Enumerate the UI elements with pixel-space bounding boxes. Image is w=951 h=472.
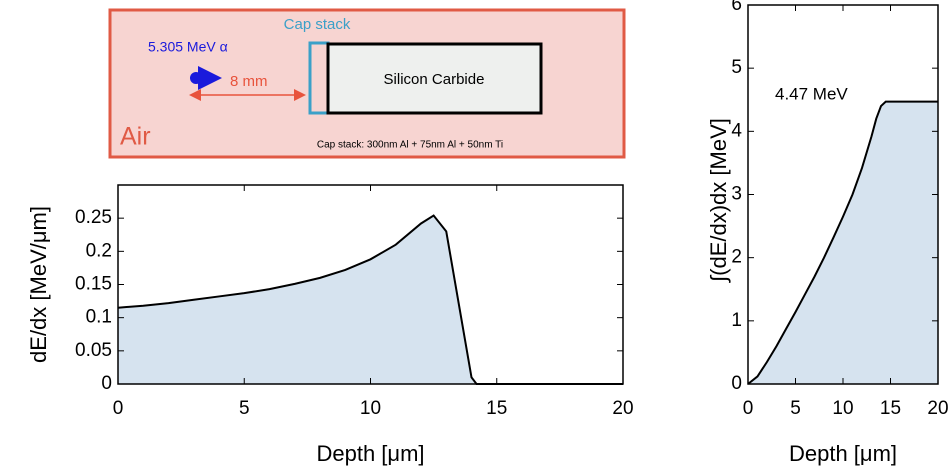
x-tick-label: 10: [832, 398, 853, 419]
x-tick-label: 20: [927, 398, 948, 419]
x-tick-label: 0: [743, 398, 754, 419]
target-label: Silicon Carbide: [384, 71, 485, 88]
distance-label: 8 mm: [230, 73, 268, 90]
y-tick-label: 1: [731, 310, 742, 331]
y-axis-title: dE/dx [MeV/μm]: [26, 206, 51, 363]
x-axis-title: Depth [μm]: [316, 441, 424, 466]
annotation: 4.47 MeV: [775, 84, 848, 103]
x-tick-label: 0: [113, 398, 124, 419]
y-tick-label: 3: [731, 184, 742, 205]
silicon-carbide: [326, 42, 543, 115]
cap-label: Cap stack: [284, 16, 351, 33]
x-tick-label: 15: [486, 398, 507, 419]
x-tick-label: 10: [360, 398, 381, 419]
y-tick-label: 5: [731, 57, 742, 78]
y-tick-label: 0: [101, 373, 112, 394]
x-tick-label: 5: [790, 398, 801, 419]
area-fill: [748, 101, 938, 385]
y-tick-label: 0.05: [75, 340, 112, 361]
y-axis-title: ∫(dE/dx)dx [MeV]: [706, 118, 731, 284]
y-tick-label: 0.2: [86, 240, 112, 261]
area-line: [117, 214, 623, 385]
x-tick-label: 5: [239, 398, 250, 419]
particle: [190, 72, 202, 84]
y-tick-label: 0.15: [75, 274, 112, 295]
x-tick-label: 20: [612, 398, 633, 419]
diagram: Cap stack 5.305 MeV α 8 mm Air Silicon C…: [108, 8, 626, 159]
area-line: [747, 100, 938, 385]
medium-label: Air: [120, 123, 151, 151]
x-axis-title: Depth [μm]: [789, 441, 897, 466]
x-tick-label: 15: [880, 398, 901, 419]
y-tick-label: 4: [731, 120, 742, 141]
y-tick-label: 6: [731, 0, 742, 15]
y-tick-label: 2: [731, 247, 742, 268]
cap-note: Cap stack: 300nm Al + 75nm Al + 50nm Ti: [317, 140, 503, 151]
y-tick-label: 0.25: [75, 207, 112, 228]
particle-label: 5.305 MeV α: [148, 39, 228, 55]
y-tick-label: 0: [731, 373, 742, 394]
area-fill: [118, 215, 623, 384]
y-tick-label: 0.1: [86, 307, 112, 328]
